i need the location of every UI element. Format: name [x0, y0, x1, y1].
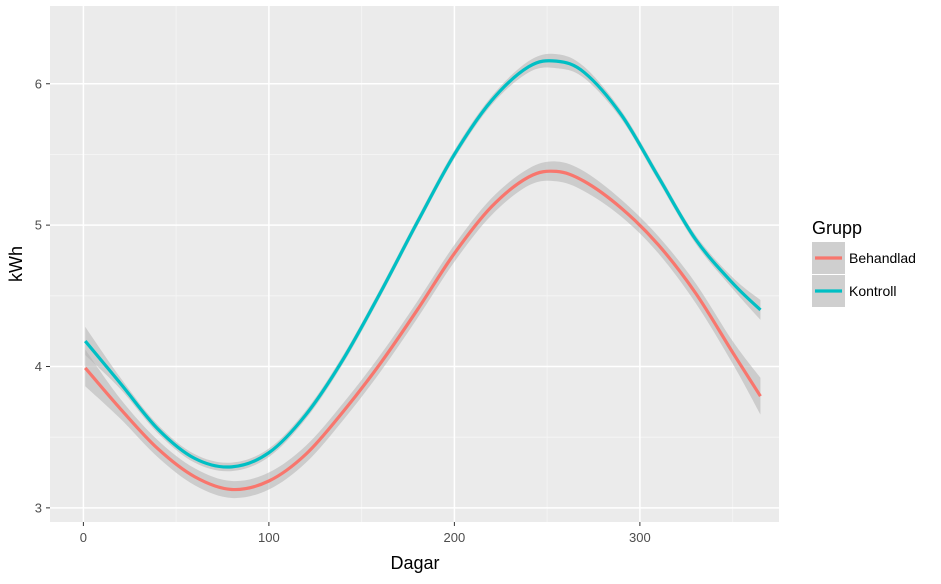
- y-tick-label: 5: [35, 218, 42, 233]
- plot-panel: [50, 6, 779, 522]
- y-axis-title: kWh: [6, 246, 26, 282]
- series-line-kontroll: [84, 59, 762, 469]
- legend: Grupp Behandlad Kontroll: [812, 218, 916, 307]
- y-tick-label: 6: [35, 76, 42, 91]
- x-axis-title: Dagar: [390, 553, 439, 573]
- grid-minor: [50, 6, 779, 522]
- legend-label: Behandlad: [849, 250, 916, 266]
- legend-items: Behandlad Kontroll: [812, 242, 916, 307]
- series-lines: [84, 59, 762, 492]
- y-tick-label: 3: [35, 500, 42, 515]
- x-tick-label: 0: [80, 530, 87, 545]
- x-tick-label: 100: [258, 530, 280, 545]
- legend-title: Grupp: [812, 218, 862, 238]
- y-tick-labels: 3 4 5 6: [35, 76, 42, 515]
- x-tick-labels: 0 100 200 300: [80, 530, 651, 545]
- axis-ticks: [46, 83, 641, 526]
- x-tick-label: 200: [444, 530, 466, 545]
- y-tick-label: 4: [35, 359, 42, 374]
- legend-item-kontroll: Kontroll: [812, 275, 896, 307]
- legend-label: Kontroll: [849, 283, 896, 299]
- x-tick-label: 300: [629, 530, 651, 545]
- series-line-behandlad: [84, 169, 762, 492]
- legend-item-behandlad: Behandlad: [812, 242, 916, 274]
